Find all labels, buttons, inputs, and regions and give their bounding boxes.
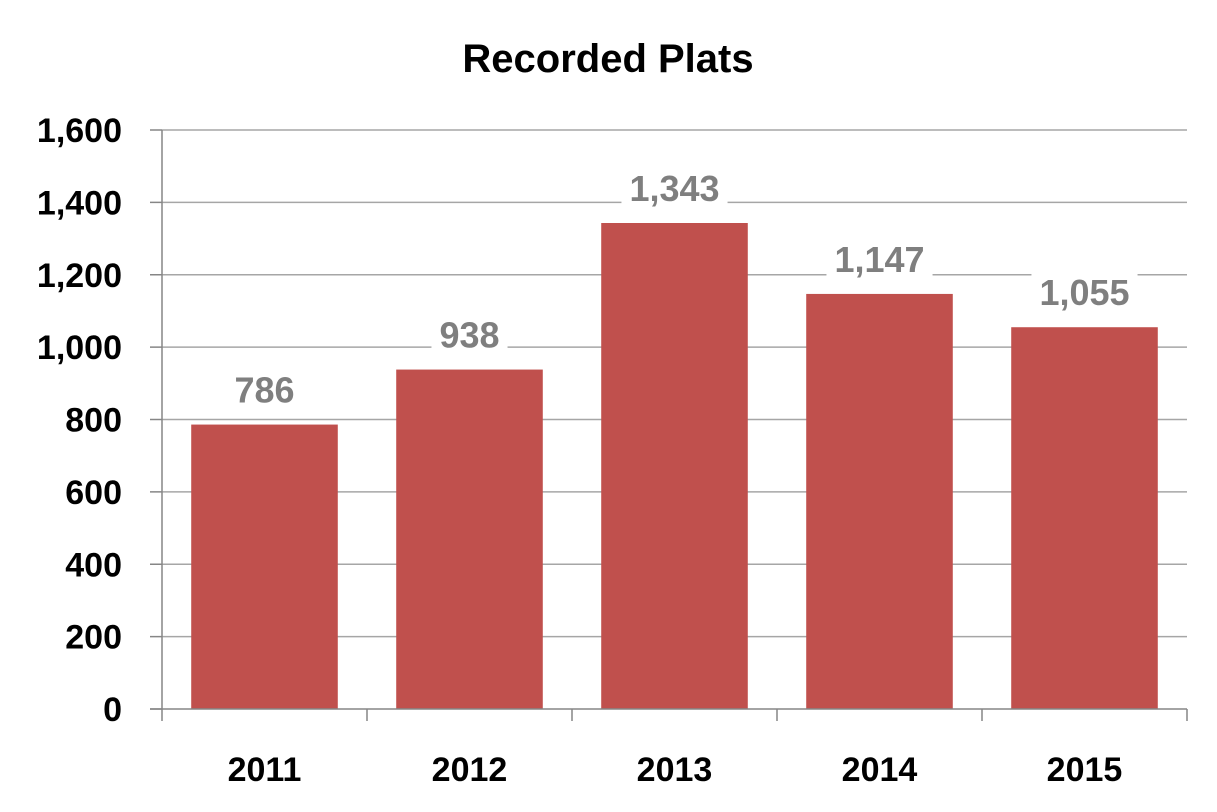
- y-tick-label: 800: [65, 402, 122, 440]
- data-label-2015: 1,055: [1039, 272, 1129, 313]
- y-tick-label: 0: [103, 691, 122, 729]
- data-label-2011: 786: [234, 370, 294, 411]
- x-tick-label-2012: 2012: [432, 751, 508, 789]
- labels: 786 2011 938 2012 1,343 2013 1,147 2014 1,055 201…: [37, 112, 1138, 789]
- data-label-background: [621, 165, 728, 212]
- data-label-background: [826, 235, 933, 282]
- bar-2014: [806, 293, 953, 709]
- x-tick-label-2013: 2013: [637, 751, 713, 789]
- data-label-background: [431, 311, 508, 358]
- axes: [150, 129, 1188, 721]
- data-label-background: [226, 366, 303, 413]
- y-tick-label: 400: [65, 546, 122, 584]
- y-tick-label: 1,600: [37, 112, 122, 150]
- y-tick-label: 600: [65, 474, 122, 512]
- bar-2011: [191, 424, 338, 709]
- bar-2015: [1011, 327, 1158, 709]
- x-tick-label-2011: 2011: [228, 751, 302, 789]
- bar-2012: [396, 369, 543, 709]
- data-label-2014: 1,147: [834, 239, 924, 280]
- bar-2013: [601, 223, 748, 709]
- bars: [191, 223, 1158, 709]
- y-tick-label: 1,000: [37, 329, 122, 367]
- y-tick-label: 1,200: [37, 257, 122, 295]
- chart-title: Recorded Plats: [462, 37, 753, 81]
- x-tick-label-2014: 2014: [842, 751, 918, 789]
- data-label-2013: 1,343: [629, 168, 719, 209]
- data-label-2012: 938: [439, 315, 499, 356]
- y-tick-label: 1,400: [37, 184, 122, 222]
- y-tick-label: 200: [65, 619, 122, 657]
- data-label-background: [1031, 269, 1138, 316]
- x-tick-label-2015: 2015: [1047, 751, 1123, 789]
